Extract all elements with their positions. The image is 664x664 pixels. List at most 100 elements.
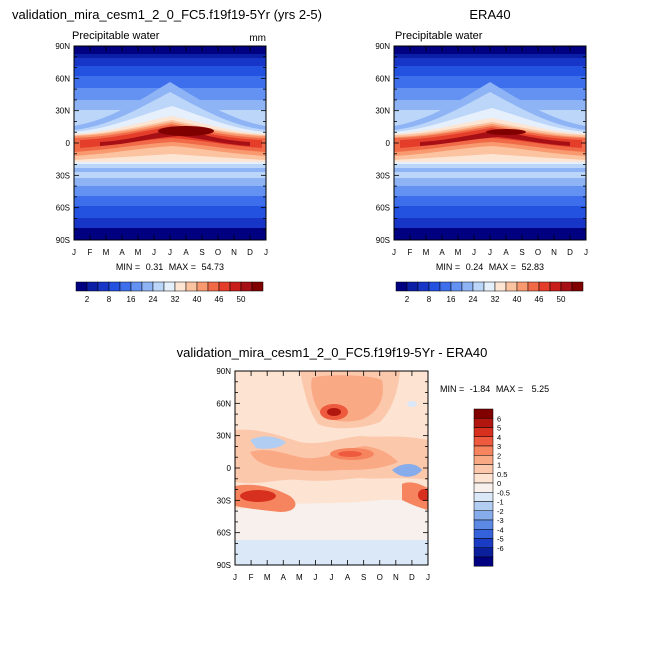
obs-field [394,46,586,240]
diff-xtick-label: J [426,573,430,582]
obs-colorbar: 2 8 16 24 32 40 46 50 [395,281,584,304]
obs-colorbar-swatch [538,281,551,292]
model-colorbar-swatch [240,281,253,292]
model-min-value: 0.31 [146,262,164,272]
diff-colorbar-label: 6 [497,414,501,423]
obs-xtick-label: J [584,248,588,257]
diff-sh-warm-west-core [240,490,276,502]
diff-xtick-label: J [330,573,334,582]
obs-xtick-label: A [439,248,445,257]
diff-colorbar-swatch [473,464,494,474]
model-field [74,46,266,240]
diff-panel: validation_mira_cesm1_2_0_FC5.f19f19-5Yr… [177,345,549,582]
model-colorbar-swatch [251,281,264,292]
obs-ytick-label: 60N [375,74,390,83]
diff-colorbar-swatch [473,418,494,428]
obs-xtick-label: J [472,248,476,257]
diff-xtick-label: M [296,573,303,582]
diff-colorbar-label: -4 [497,525,504,534]
obs-colorbar-swatch [527,281,540,292]
diff-ytick-label: 30S [217,496,231,505]
model-ytick-label: 60S [56,204,70,213]
obs-xtick-label: J [392,248,396,257]
obs-colorbar-label: 32 [491,295,500,304]
obs-colorbar-label: 24 [469,295,478,304]
model-xtick-label: N [231,248,237,257]
diff-xtick-label: D [409,573,415,582]
obs-warm-band-4 [394,126,586,152]
model-colorbar-label: 16 [127,295,136,304]
obs-colorbar-swatch [417,281,430,292]
model-colorbar-swatch [196,281,209,292]
model-xtick-label: A [119,248,125,257]
obs-max-core [486,129,526,135]
obs-xtick-label: A [503,248,509,257]
obs-colorbar-label: 46 [535,295,544,304]
model-max-value: 54.73 [202,262,225,272]
obs-ytick-label: 90S [376,236,390,245]
model-xtick-label: J [152,248,156,257]
model-colorbar-label: 40 [193,295,202,304]
diff-colorbar-swatch [473,556,494,567]
obs-xtick-label: M [455,248,462,257]
obs-colorbar-swatch [461,281,474,292]
model-colorbar-swatch [152,281,165,292]
model-panel: validation_mira_cesm1_2_0_FC5.f19f19-5Yr… [12,7,322,304]
model-ytick-label: 30S [56,171,70,180]
model-xtick-label: O [215,248,221,257]
diff-ytick-label: 90N [216,367,231,376]
diff-ytick-label: 60N [216,399,231,408]
diff-colorbar-swatch [473,408,494,419]
model-colorbar-swatch [185,281,198,292]
obs-subtitle: Precipitable water [395,30,483,42]
obs-colorbar-swatch [483,281,496,292]
diff-colorbar-swatch [473,501,494,511]
diff-xtick-label: M [264,573,271,582]
obs-xtick-label: O [535,248,541,257]
obs-ytick-label: 0 [386,139,391,148]
diff-cool-patch-1 [250,436,286,449]
obs-colorbar-swatch [494,281,507,292]
obs-colorbar-swatch [549,281,562,292]
diff-max-value: 5.25 [532,384,550,394]
model-ytick-label: 0 [66,139,71,148]
model-units: mm [249,33,266,44]
obs-xtick-label: S [519,248,524,257]
diff-colorbar-label: 2 [497,451,501,460]
obs-colorbar-swatch [406,281,419,292]
model-colorbar-swatch [119,281,132,292]
diff-xtick-label: O [377,573,383,582]
model-xtick-label: M [135,248,142,257]
diff-title: validation_mira_cesm1_2_0_FC5.f19f19-5Yr… [177,345,488,360]
diff-colorbar-label: -6 [497,544,504,553]
diff-ytick-label: 90S [217,561,231,570]
diff-xtick-label: N [393,573,399,582]
obs-min-value: 0.24 [466,262,484,272]
diff-colorbar-swatch [473,436,494,447]
model-xtick-label: S [199,248,204,257]
diff-xtick-label: F [249,573,254,582]
diff-colorbar-swatch [473,455,494,465]
model-xtick-label: M [103,248,110,257]
model-xtick-label: A [183,248,189,257]
diff-colorbar-label: -3 [497,516,504,525]
model-min-label: MIN = [116,262,140,272]
obs-max-value: 52.83 [522,262,545,272]
obs-min-label: MIN = [436,262,460,272]
obs-colorbar-swatch [505,281,518,292]
diff-ytick-label: 30N [216,432,231,441]
obs-ytick-label: 60S [376,204,390,213]
model-xtick-label: J [168,248,172,257]
obs-colorbar-swatch [450,281,463,292]
model-colorbar-label: 50 [237,295,246,304]
diff-colorbar-swatch [473,482,494,493]
diff-ytick-label: 60S [217,529,231,538]
diff-xtick-label: A [281,573,287,582]
diff-colorbar-swatch [473,492,494,502]
model-colorbar-swatch [141,281,154,292]
model-colorbar-swatch [130,281,143,292]
model-colorbar-swatch [229,281,242,292]
